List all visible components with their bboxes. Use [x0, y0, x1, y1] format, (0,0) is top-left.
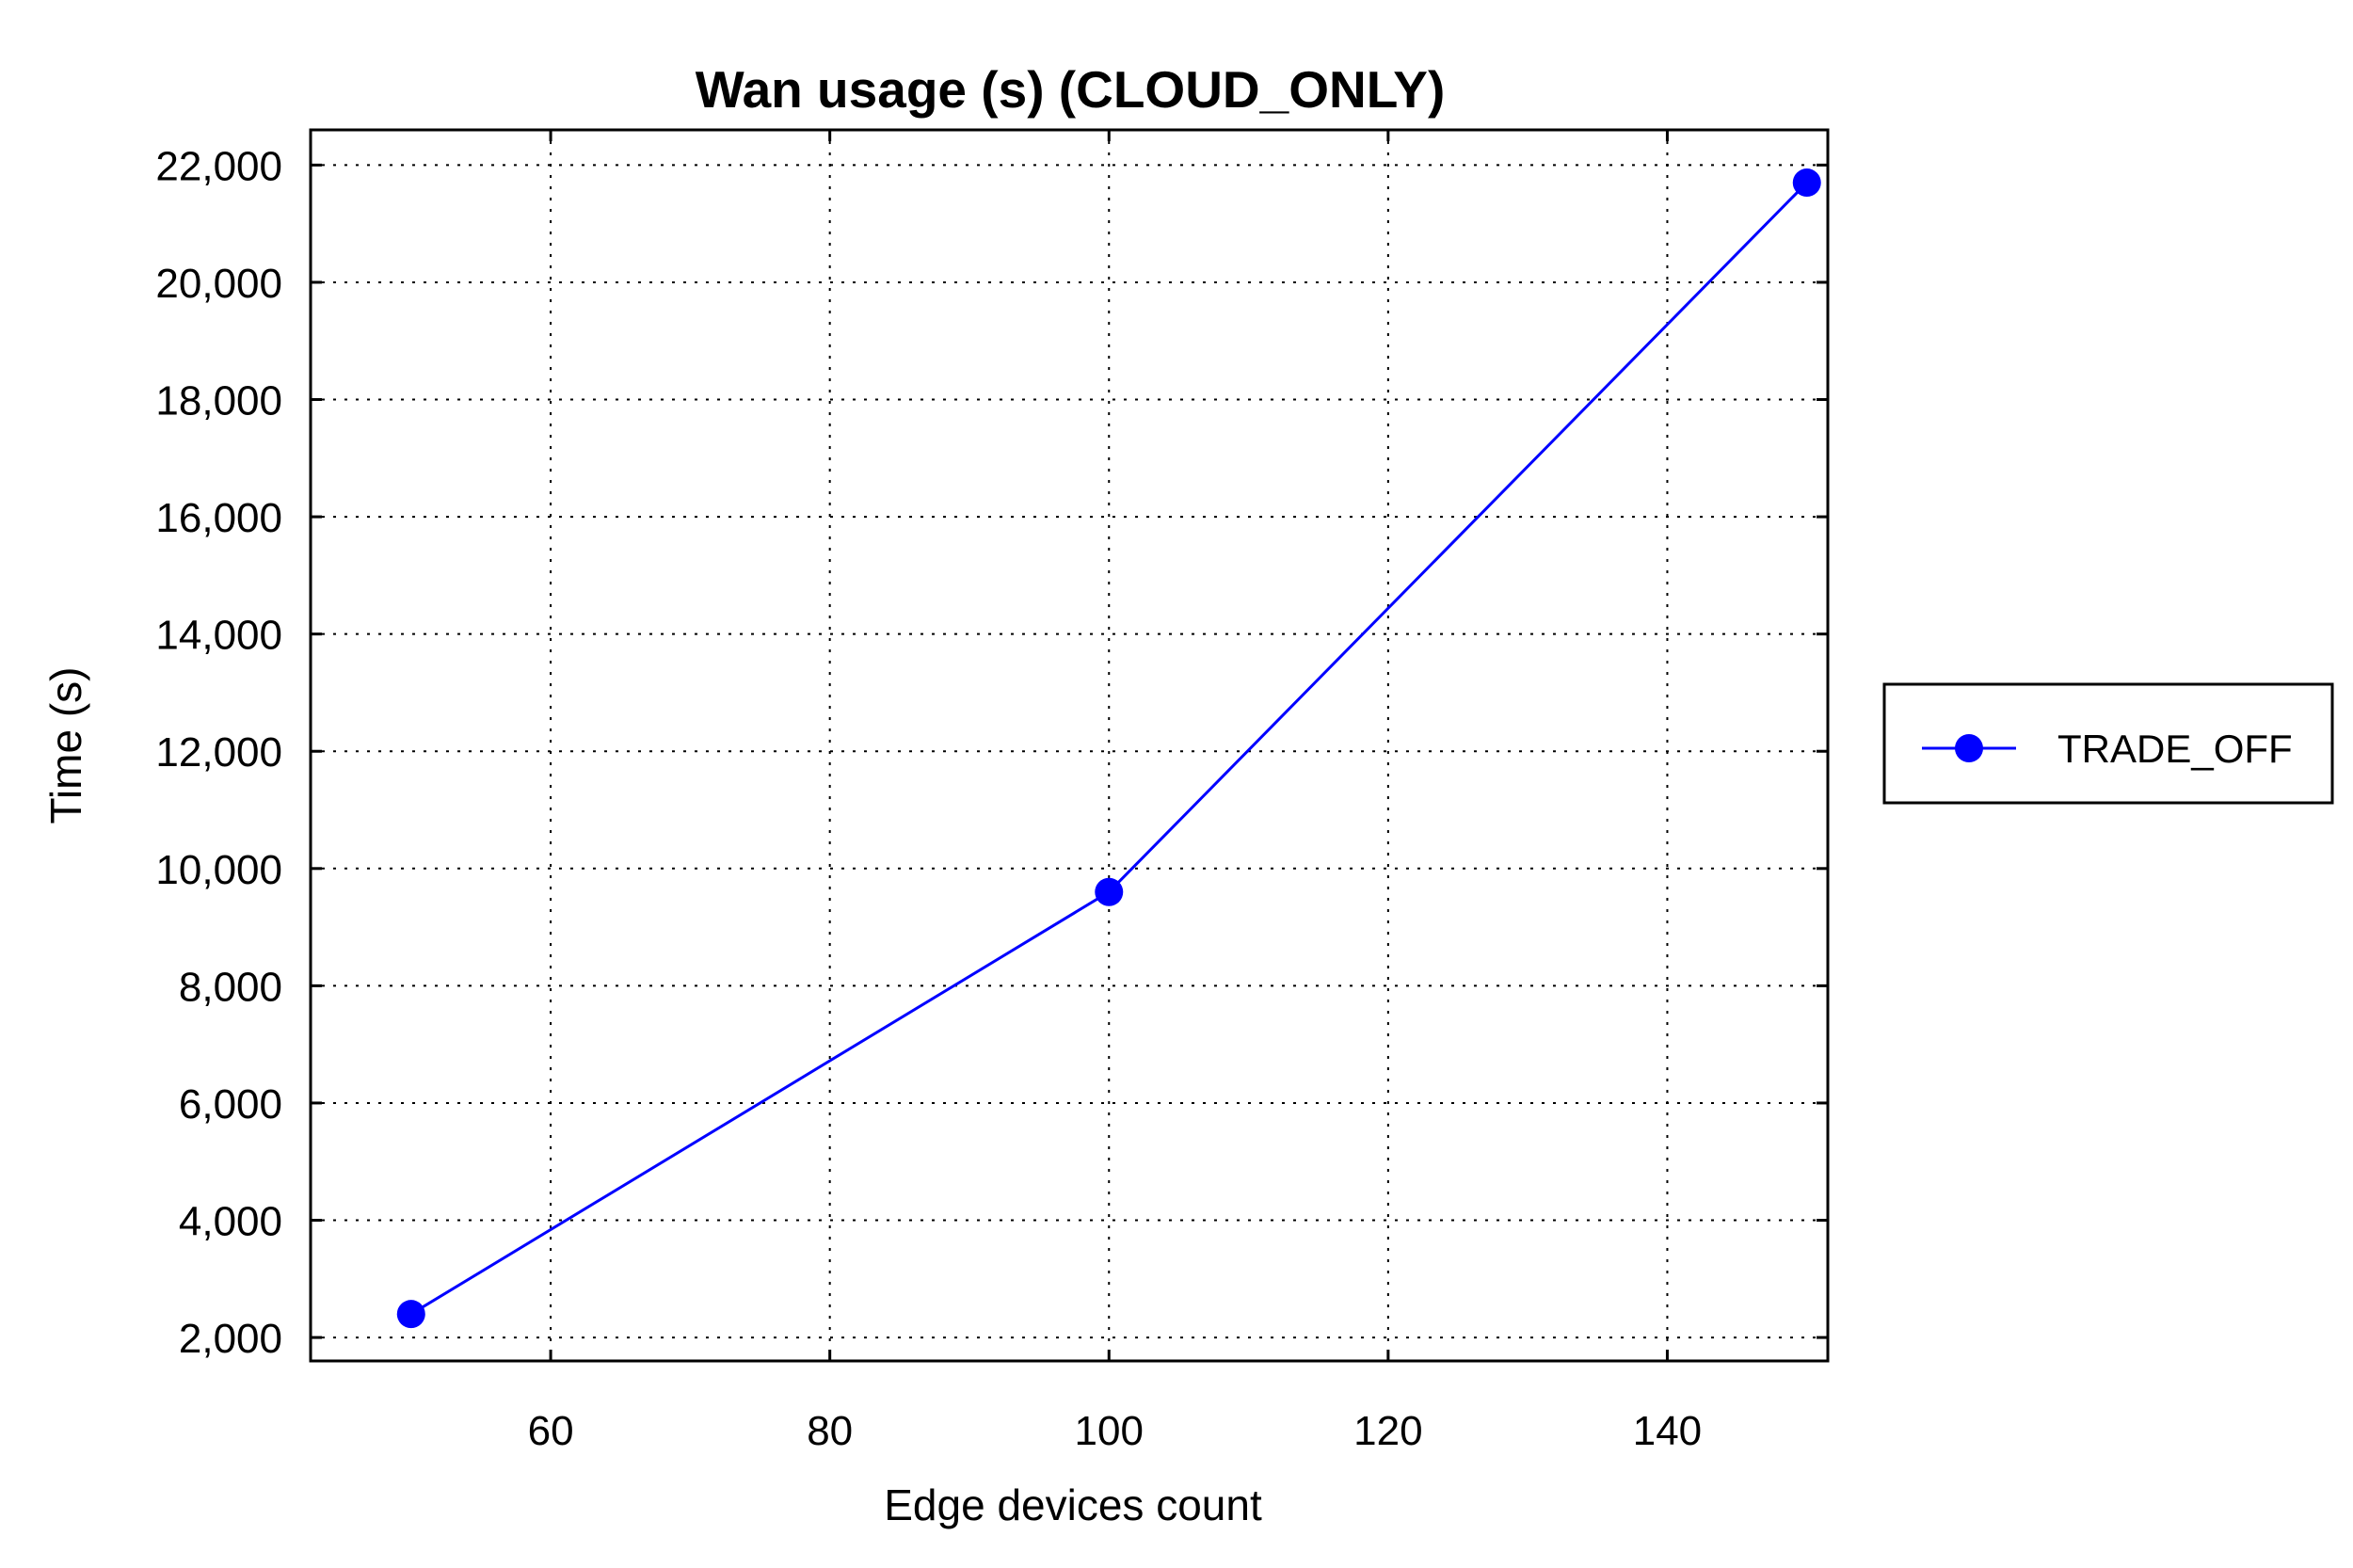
y-tick-label: 14,000 [155, 613, 282, 659]
legend: TRADE_OFF [1882, 682, 2334, 805]
x-axis: 60 80 100 120 140 [528, 130, 1702, 1454]
y-tick-label: 16,000 [155, 495, 282, 541]
y-tick-label: 10,000 [155, 847, 282, 893]
y-tick-label: 2,000 [179, 1316, 282, 1362]
data-point [1095, 877, 1124, 906]
y-tick-label: 18,000 [155, 378, 282, 424]
chart-title: Wan usage (s) (CLOUD_ONLY) [696, 60, 1446, 119]
legend-series-label: TRADE_OFF [2057, 727, 2293, 771]
x-tick-label: 60 [528, 1408, 574, 1454]
x-tick-label: 80 [807, 1408, 853, 1454]
x-tick-label: 140 [1633, 1408, 1702, 1454]
y-axis-label: Time (s) [41, 667, 90, 824]
legend-series-marker [1955, 734, 1983, 762]
y-axis: 2,000 4,000 6,000 8,000 10,000 12,000 14,000 16… [155, 143, 1828, 1362]
y-tick-label: 4,000 [179, 1199, 282, 1245]
plot-frame [309, 128, 1830, 1363]
y-tick-label: 8,000 [179, 964, 282, 1010]
x-axis-label: Edge devices count [884, 1480, 1262, 1529]
y-tick-label: 20,000 [155, 261, 282, 307]
x-tick-label: 100 [1075, 1408, 1144, 1454]
data-point [396, 1300, 425, 1329]
series-layer [396, 168, 1821, 1329]
grid-layer [311, 130, 1828, 1361]
y-tick-label: 6,000 [179, 1081, 282, 1128]
y-tick-label: 12,000 [155, 729, 282, 776]
y-tick-label: 22,000 [155, 143, 282, 189]
x-tick-label: 120 [1353, 1408, 1422, 1454]
data-point [1792, 168, 1821, 198]
